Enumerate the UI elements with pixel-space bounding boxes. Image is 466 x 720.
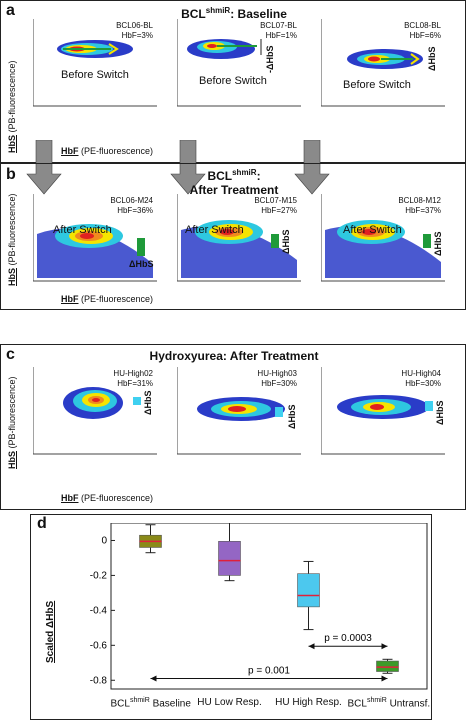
sample-id: BCL06-BL HbF=3%	[116, 21, 153, 40]
flow-plot-a3: BCL08-BL HbF=6% Before Switch ΔHbS	[321, 19, 445, 107]
panel-a: a BCLshmiR: Baseline BCL06-BL HbF=3% Befo…	[0, 0, 466, 163]
flow-plot-b3: BCL08-M12 HbF=37% After Switch ΔHbS	[321, 194, 445, 282]
bracket-arrowhead	[381, 643, 388, 650]
sample-id: HU-High04 HbF=30%	[401, 369, 441, 388]
panel-title: Hydroxyurea: After Treatment	[149, 349, 319, 363]
flow-plot-c1: HU-High02 HbF=31% ΔHbS	[33, 367, 157, 455]
delta-hbs-label: ΔHbS	[433, 231, 443, 256]
category-label: BCLshmiR Baseline	[110, 697, 191, 710]
y-axis-label: HbS (PB-fluorescence)	[7, 193, 17, 286]
y-axis-label: Scaled ΔHbS	[45, 600, 56, 663]
flow-plot-c2: HU-High03 HbF=30% ΔHbS	[177, 367, 301, 455]
flow-plot-b1: BCL06-M24 HbF=36% After Switch ΔHbS	[33, 194, 157, 282]
sample-id: HU-High03 HbF=30%	[257, 369, 297, 388]
y-tick-label: -0.8	[90, 675, 108, 686]
sample-id: HU-High02 HbF=31%	[113, 369, 153, 388]
panel-title: BCLshmiR: After Treatment	[189, 168, 279, 197]
sample-id: BCL07-M15 HbF=27%	[254, 196, 297, 215]
delta-hbs-label: ΔHbS	[281, 229, 291, 254]
delta-hbs-label: -ΔHbS	[265, 45, 275, 73]
flow-plot-a1: BCL06-BL HbF=3% Before Switch	[33, 19, 157, 107]
switch-label: Before Switch	[199, 75, 267, 87]
category-label: HU High Resp.	[275, 697, 342, 708]
switch-label: After Switch	[53, 224, 112, 236]
flow-plot-b2: BCL07-M15 HbF=27% After Switch ΔHbS	[177, 194, 301, 282]
x-axis-label: HbF (PE-fluorescence)	[61, 146, 154, 156]
box	[218, 541, 241, 576]
flow-plot-c3: HU-High04 HbF=30% ΔHbS	[321, 367, 445, 455]
panel-label: c	[6, 346, 15, 363]
delta-hbs-label: ΔHbS	[129, 259, 154, 269]
switch-label: After Switch	[185, 224, 244, 236]
panel-b: b BCLshmiR: After Treatment BCL06-M24 HbF=…	[0, 163, 466, 310]
sample-id: BCL07-BL HbF=1%	[260, 21, 297, 40]
flow-plot-a2: BCL07-BL HbF=1% Before Switch -ΔHbS	[177, 19, 301, 107]
transition-arrows	[26, 140, 330, 195]
panel-label: d	[37, 515, 47, 532]
switch-label: Before Switch	[61, 69, 129, 81]
delta-hbs-label: ΔHbS	[287, 404, 297, 429]
sample-id: BCL06-M24 HbF=36%	[110, 196, 153, 215]
y-tick-label: -0.2	[90, 570, 108, 581]
delta-hbs-label: ΔHbS	[435, 400, 445, 425]
x-axis-label: HbF (PE-fluorescence)	[61, 294, 154, 304]
delta-hbs-label: ΔHbS	[143, 390, 153, 415]
panel-label: b	[6, 166, 16, 183]
sample-id: BCL08-BL HbF=6%	[404, 21, 441, 40]
y-tick-label: -0.4	[90, 605, 108, 616]
bracket-arrowhead	[381, 675, 388, 682]
sample-id: BCL08-M12 HbF=37%	[398, 196, 441, 215]
bracket-arrowhead	[150, 675, 157, 682]
box	[297, 573, 320, 608]
p-value-label: p = 0.0003	[324, 633, 372, 644]
y-tick-label: -0.6	[90, 640, 108, 651]
panel-d: d Scaled ΔHbS 0 -0.2 -0.4 -0.6 -0.8 p = 0.00…	[30, 514, 432, 720]
panel-c: c Hydroxyurea: After Treatment HU-High02…	[0, 344, 466, 510]
y-tick-label: 0	[101, 535, 107, 546]
p-value-label: p = 0.001	[248, 666, 290, 677]
box-chart: 0-0.2-0.4-0.6-0.8 p = 0.0005p = 0.0003p …	[90, 523, 428, 690]
box	[376, 660, 399, 672]
switch-label: Before Switch	[343, 79, 411, 91]
y-axis-label: HbS (PB-fluorescence)	[7, 376, 17, 469]
panel-label: a	[6, 2, 15, 19]
panel-title: BCLshmiR: Baseline	[181, 6, 287, 21]
bracket-arrowhead	[308, 643, 315, 650]
switch-label: After Switch	[343, 224, 402, 236]
plot-frame	[110, 523, 428, 690]
x-axis-label: HbF (PE-fluorescence)	[61, 493, 154, 503]
delta-hbs-label: ΔHbS	[427, 46, 437, 71]
category-label: BCLshmiR Untransf.	[347, 697, 431, 710]
category-label: HU Low Resp.	[197, 697, 262, 708]
